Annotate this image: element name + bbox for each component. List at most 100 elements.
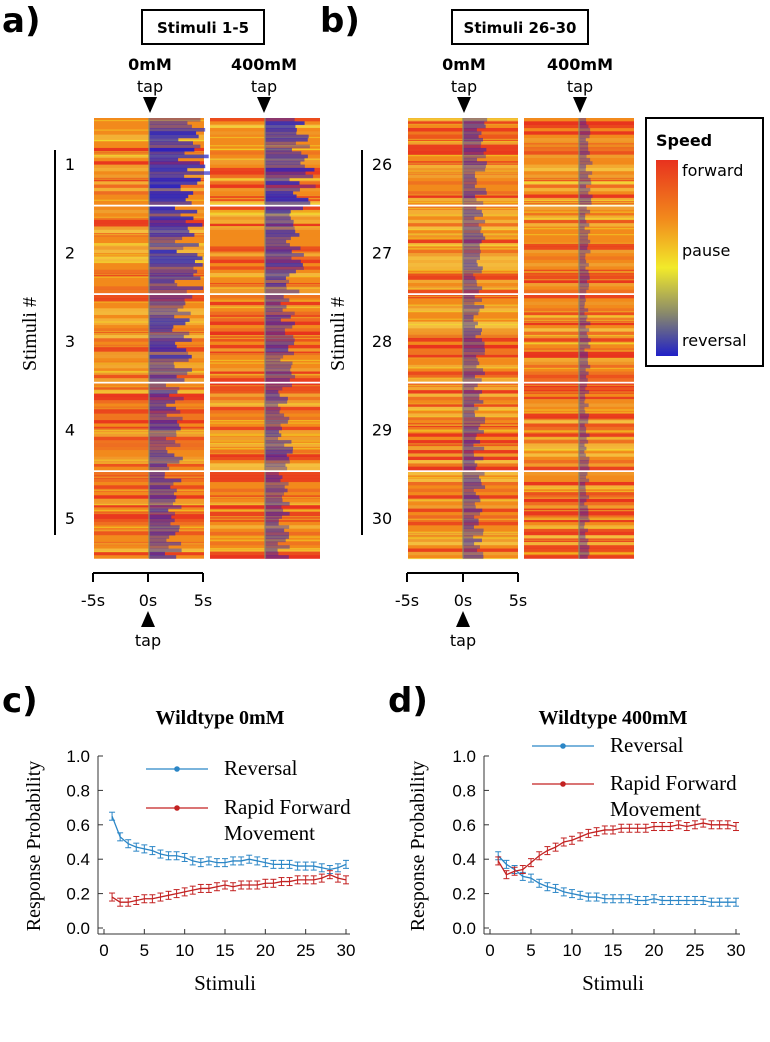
condition-label: 400mM bbox=[231, 55, 297, 74]
x-tick-label: 25 bbox=[296, 941, 315, 960]
y-tick-label: 0.4 bbox=[66, 850, 90, 869]
y-tick-label: 0.6 bbox=[66, 816, 90, 835]
tap-arrow-icon bbox=[143, 97, 157, 113]
condition-label: 0mM bbox=[128, 55, 172, 74]
legend-label: Reversal bbox=[610, 733, 684, 757]
y-tick-label: 0.8 bbox=[452, 781, 476, 800]
stimulus-number: 3 bbox=[65, 332, 75, 351]
heatmap-tile-0mM bbox=[94, 206, 204, 294]
heatmap-tile-400mM bbox=[524, 118, 634, 206]
panel-letter: b) bbox=[320, 1, 360, 41]
heatmap-tile-0mM bbox=[94, 472, 204, 559]
legend-label: Movement bbox=[610, 797, 701, 821]
legend-label: Rapid Forward bbox=[610, 771, 737, 795]
speed-colorbar: Speed forward pause reversal bbox=[645, 117, 764, 367]
stimuli-axis-label: Stimuli # bbox=[19, 297, 41, 371]
time-tick-label: 5s bbox=[509, 591, 528, 610]
x-tick-label: 20 bbox=[256, 941, 275, 960]
heatmap-tile-400mM bbox=[210, 206, 320, 294]
tap-arrow-icon bbox=[141, 611, 155, 627]
x-tick-label: 15 bbox=[216, 941, 235, 960]
series-line bbox=[497, 822, 737, 876]
y-axis-label: Response Probability bbox=[407, 761, 429, 932]
stimulus-number: 1 bbox=[65, 155, 75, 174]
x-tick-label: 30 bbox=[337, 941, 356, 960]
tap-label: tap bbox=[135, 631, 161, 650]
legend-label: Rapid Forward bbox=[224, 795, 351, 819]
heatmap-tile-400mM bbox=[210, 383, 320, 471]
stimulus-number: 5 bbox=[65, 509, 75, 528]
tap-arrow-icon bbox=[257, 97, 271, 113]
legend-marker bbox=[560, 743, 566, 749]
x-tick-label: 10 bbox=[175, 941, 194, 960]
time-tick-label: -5s bbox=[395, 591, 419, 610]
x-tick-label: 0 bbox=[99, 941, 108, 960]
heatmap-tile-0mM bbox=[408, 472, 518, 560]
tap-label: tap bbox=[567, 77, 593, 96]
tap-label: tap bbox=[450, 631, 476, 650]
panel-letter: a) bbox=[2, 1, 40, 41]
series-reversal: Reversal bbox=[109, 756, 349, 875]
heatmap-tile-400mM bbox=[524, 206, 634, 294]
heatmap-tile-0mM bbox=[408, 295, 518, 382]
time-tick-label: 0s bbox=[139, 591, 158, 610]
x-tick-label: 15 bbox=[604, 941, 623, 960]
legend-marker bbox=[174, 766, 180, 772]
time-tick-label: -5s bbox=[81, 591, 105, 610]
heatmap-panel-a: a) Stimuli 1-5 0mM tap 400mM tap 1 2 3 4 5 Stimuli … bbox=[2, 1, 320, 650]
heatmap-tile-0mM bbox=[408, 383, 518, 471]
panel-title-box bbox=[141, 9, 265, 45]
x-tick-label: 10 bbox=[563, 941, 582, 960]
time-tick-label: 0s bbox=[454, 591, 473, 610]
heatmap-tile-400mM bbox=[210, 472, 320, 559]
stimuli-axis-label: Stimuli # bbox=[327, 297, 349, 371]
heatmap-tile-400mM bbox=[524, 295, 634, 382]
stimulus-number: 2 bbox=[65, 244, 75, 263]
y-tick-label: 1.0 bbox=[66, 747, 90, 766]
x-tick-label: 5 bbox=[526, 941, 535, 960]
series-line bbox=[111, 873, 347, 903]
panel-title-box bbox=[451, 9, 589, 45]
y-tick-label: 0.0 bbox=[452, 919, 476, 938]
panel-title: Stimuli 1-5 bbox=[157, 19, 249, 37]
x-axis-label: Stimuli bbox=[582, 971, 644, 995]
heatmap-tile-0mM bbox=[94, 383, 204, 471]
tap-arrow-icon bbox=[573, 97, 587, 113]
x-tick-label: 30 bbox=[727, 941, 746, 960]
colorbar-label: forward bbox=[682, 161, 743, 180]
panel-letter: d) bbox=[388, 681, 428, 721]
stimulus-number: 27 bbox=[372, 244, 392, 263]
y-axis-label: Response Probability bbox=[23, 761, 45, 932]
stimulus-number: 30 bbox=[372, 509, 392, 528]
stimulus-number: 4 bbox=[65, 421, 75, 440]
tap-label: tap bbox=[137, 77, 163, 96]
legend-marker bbox=[560, 781, 566, 787]
heatmap-tile-400mM bbox=[210, 118, 320, 205]
tap-label: tap bbox=[251, 77, 277, 96]
condition-label: 0mM bbox=[442, 55, 486, 74]
y-tick-label: 0.8 bbox=[66, 781, 90, 800]
x-tick-label: 0 bbox=[485, 941, 494, 960]
colorbar-gradient bbox=[656, 160, 678, 356]
heatmap-tile-400mM bbox=[210, 295, 320, 382]
heatmap-tile-0mM bbox=[94, 118, 212, 205]
chart-title: Wildtype 0mM bbox=[155, 707, 284, 729]
chart-title: Wildtype 400mM bbox=[538, 707, 687, 729]
heatmap-tile-400mM bbox=[524, 472, 634, 559]
colorbar-label: pause bbox=[682, 241, 730, 260]
x-axis-label: Stimuli bbox=[194, 971, 256, 995]
panel-letter: c) bbox=[2, 681, 38, 721]
series-reversal: Reversal bbox=[495, 733, 739, 907]
x-tick-label: 20 bbox=[645, 941, 664, 960]
tap-arrow-icon bbox=[457, 97, 471, 113]
heatmap-tile-0mM bbox=[94, 295, 204, 382]
condition-label: 400mM bbox=[547, 55, 613, 74]
stimulus-number: 29 bbox=[372, 421, 392, 440]
heatmap-tile-400mM bbox=[524, 383, 634, 471]
tap-label: tap bbox=[451, 77, 477, 96]
stimulus-number: 28 bbox=[372, 332, 392, 351]
stimulus-number: 26 bbox=[372, 155, 392, 174]
legend-marker bbox=[174, 805, 180, 811]
